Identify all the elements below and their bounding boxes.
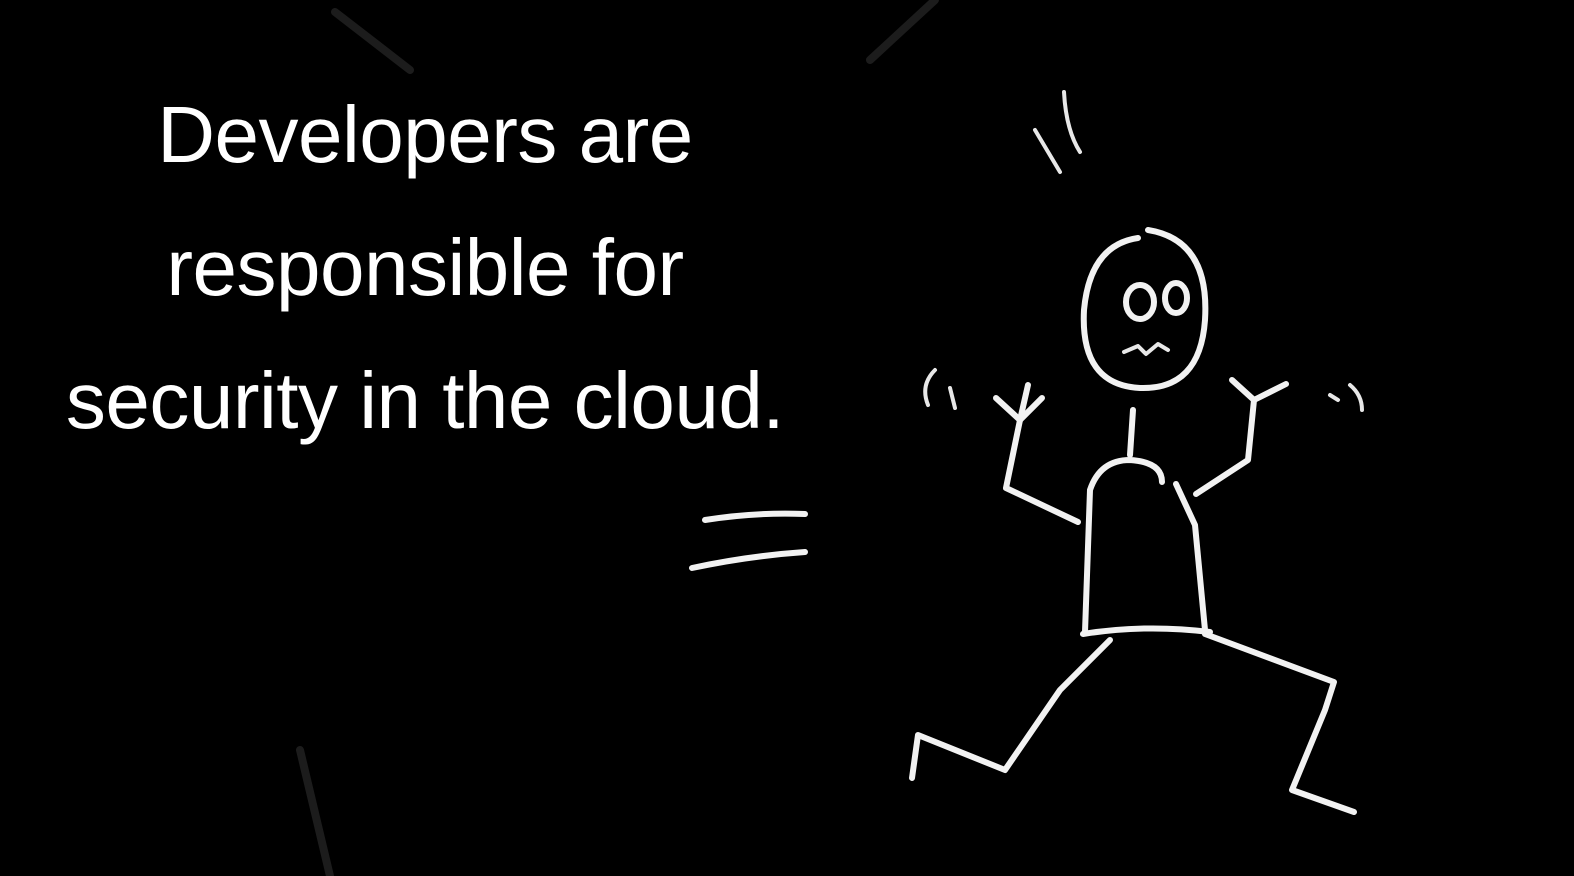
panic-marks-icon [1033, 90, 1082, 174]
shake-marks-icon [923, 368, 1364, 412]
headline-line-1: Developers are [157, 90, 693, 179]
headline: Developers are responsible for security … [20, 68, 830, 467]
panicked-stick-figure-icon [909, 227, 1357, 815]
headline-line-3: security in the cloud. [65, 356, 785, 445]
headline-line-2: responsible for [166, 223, 684, 312]
motion-lines-icon [689, 510, 808, 571]
background-smudges [296, 0, 939, 876]
